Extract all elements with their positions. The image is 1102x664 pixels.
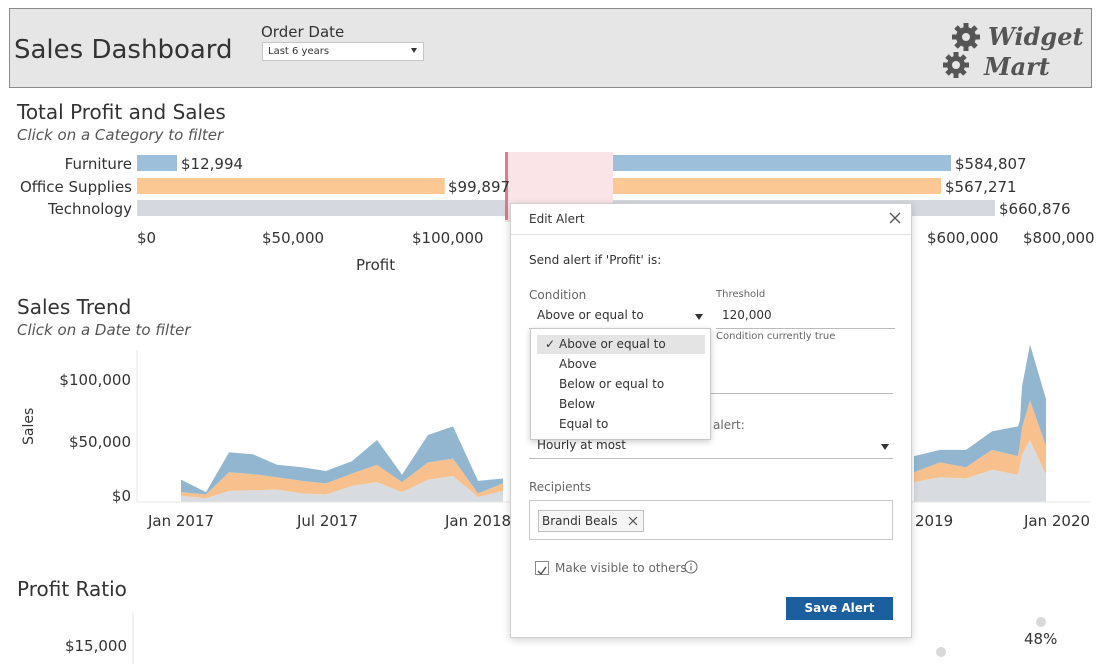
profit-bar[interactable] — [137, 200, 505, 216]
dashboard-header: Sales Dashboard Order Date Last 6 years — [9, 8, 1092, 88]
profit-ratio-point-label: 48% — [1024, 630, 1058, 648]
sales-bar[interactable] — [613, 155, 951, 171]
condition-select[interactable]: Above or equal to — [529, 308, 709, 329]
profit-sales-subtitle: Click on a Category to filter — [17, 126, 224, 144]
date-tick[interactable]: Jan 2018 — [445, 512, 512, 530]
profit-ratio-title: Profit Ratio — [17, 577, 127, 601]
condition-option-label: Above or equal to — [559, 337, 666, 351]
condition-option[interactable]: Below — [537, 395, 705, 414]
checkmark-icon — [537, 566, 547, 576]
profit-ratio-point[interactable] — [936, 647, 946, 657]
sales-trend-subtitle: Click on a Date to filter — [17, 321, 191, 339]
checkmark-icon: ✓ — [545, 337, 556, 351]
profit-bar[interactable] — [137, 178, 445, 194]
area-series-furniture[interactable] — [914, 344, 1046, 473]
sales-trend-area-chart — [136, 344, 1090, 503]
dialog-header: Edit Alert — [511, 204, 911, 235]
order-date-value: Last 6 years — [268, 46, 330, 57]
close-icon[interactable] — [887, 210, 903, 226]
frequency-label: alert: — [713, 418, 745, 432]
threshold-label: Threshold — [716, 289, 766, 300]
chevron-down-icon — [411, 48, 417, 53]
sales-axis-label: Sales — [21, 407, 37, 445]
profit-value-label: $12,994 — [181, 155, 244, 173]
remove-icon[interactable] — [627, 515, 639, 527]
profit-ratio-point[interactable] — [1036, 617, 1046, 627]
condition-option-label: Above — [559, 357, 597, 371]
condition-dropdown-menu: ✓ Above or equal to Above Below or equal to… — [530, 328, 711, 440]
sales-y-tick: $0 — [111, 487, 131, 505]
profit-axis-tick: $0 — [137, 229, 157, 247]
category-label-furniture[interactable]: Furniture — [64, 155, 132, 173]
make-visible-checkbox[interactable] — [535, 561, 549, 576]
recipients-label: Recipients — [529, 480, 592, 494]
info-icon[interactable] — [684, 560, 698, 574]
condition-option-label: Below or equal to — [559, 377, 665, 391]
condition-option[interactable]: Above — [537, 355, 705, 374]
profit-ratio-y-tick: $15,000 — [64, 637, 127, 655]
area-series-furniture[interactable] — [181, 426, 503, 495]
chevron-down-icon — [881, 444, 889, 450]
sales-trend-title: Sales Trend — [17, 295, 132, 319]
date-tick[interactable]: Jan 2017 — [148, 512, 215, 530]
condition-option-label: Below — [559, 397, 596, 411]
save-alert-button[interactable]: Save Alert — [786, 597, 893, 620]
date-tick[interactable]: 2019 — [915, 512, 954, 530]
profit-axis-tick: $50,000 — [262, 229, 325, 247]
condition-option[interactable]: Equal to — [537, 415, 705, 434]
recipient-name: Brandi Beals — [542, 514, 618, 528]
sales-y-tick: $100,000 — [59, 371, 131, 389]
make-visible-label: Make visible to others — [555, 561, 687, 575]
chevron-down-icon — [695, 314, 703, 320]
condition-value: Above or equal to — [537, 308, 644, 322]
area-series-office-supplies[interactable] — [181, 458, 503, 499]
dialog-title: Edit Alert — [529, 212, 585, 226]
frequency-select[interactable]: Hourly at most — [529, 438, 893, 459]
category-label-office-supplies[interactable]: Office Supplies — [19, 178, 132, 196]
selection-edge — [505, 152, 508, 220]
threshold-note: Condition currently true — [716, 331, 836, 342]
recipients-input[interactable]: Brandi Beals — [529, 500, 893, 540]
recipient-chip: Brandi Beals — [538, 510, 645, 532]
profit-axis-label: Profit — [356, 256, 396, 274]
sales-y-tick: $50,000 — [68, 433, 131, 451]
condition-option[interactable]: Below or equal to — [537, 375, 705, 394]
sales-value-label: $584,807 — [955, 155, 1027, 173]
widget-mart-logo: Widget Mart — [943, 22, 1084, 81]
date-tick[interactable]: Jul 2017 — [297, 512, 359, 530]
area-series-technology[interactable] — [914, 440, 1046, 502]
sales-bar[interactable] — [613, 178, 941, 194]
profit-value-label: $99,897 — [448, 178, 511, 196]
profit-axis-tick: $100,000 — [412, 229, 484, 247]
sales-axis-tick: $800,000 — [1023, 229, 1095, 247]
date-tick[interactable]: Jan 2020 — [1024, 512, 1091, 530]
frequency-value: Hourly at most — [537, 438, 627, 452]
order-date-select[interactable]: Last 6 years — [262, 42, 424, 61]
profit-bar[interactable] — [137, 155, 178, 171]
threshold-value: 120,000 — [722, 308, 772, 322]
logo-text-widget: Widget — [988, 22, 1084, 51]
sales-value-label: $660,876 — [999, 200, 1071, 218]
dashboard-title: Sales Dashboard — [14, 35, 233, 65]
condition-option-label: Equal to — [559, 417, 609, 431]
order-date-label: Order Date — [261, 23, 345, 41]
send-alert-text: Send alert if 'Profit' is: — [529, 253, 662, 267]
area-series-technology[interactable] — [181, 475, 503, 502]
threshold-input[interactable]: 120,000 — [716, 308, 895, 329]
profit-sales-title: Total Profit and Sales — [17, 100, 226, 124]
area-series-office-supplies[interactable] — [914, 400, 1046, 483]
logo-text-mart: Mart — [983, 52, 1050, 81]
field-underline — [709, 393, 893, 394]
condition-option[interactable]: ✓ Above or equal to — [537, 335, 705, 354]
condition-label: Condition — [529, 288, 587, 302]
sales-axis-tick: $600,000 — [927, 229, 999, 247]
category-label-technology[interactable]: Technology — [47, 200, 132, 218]
sales-value-label: $567,271 — [945, 178, 1017, 196]
